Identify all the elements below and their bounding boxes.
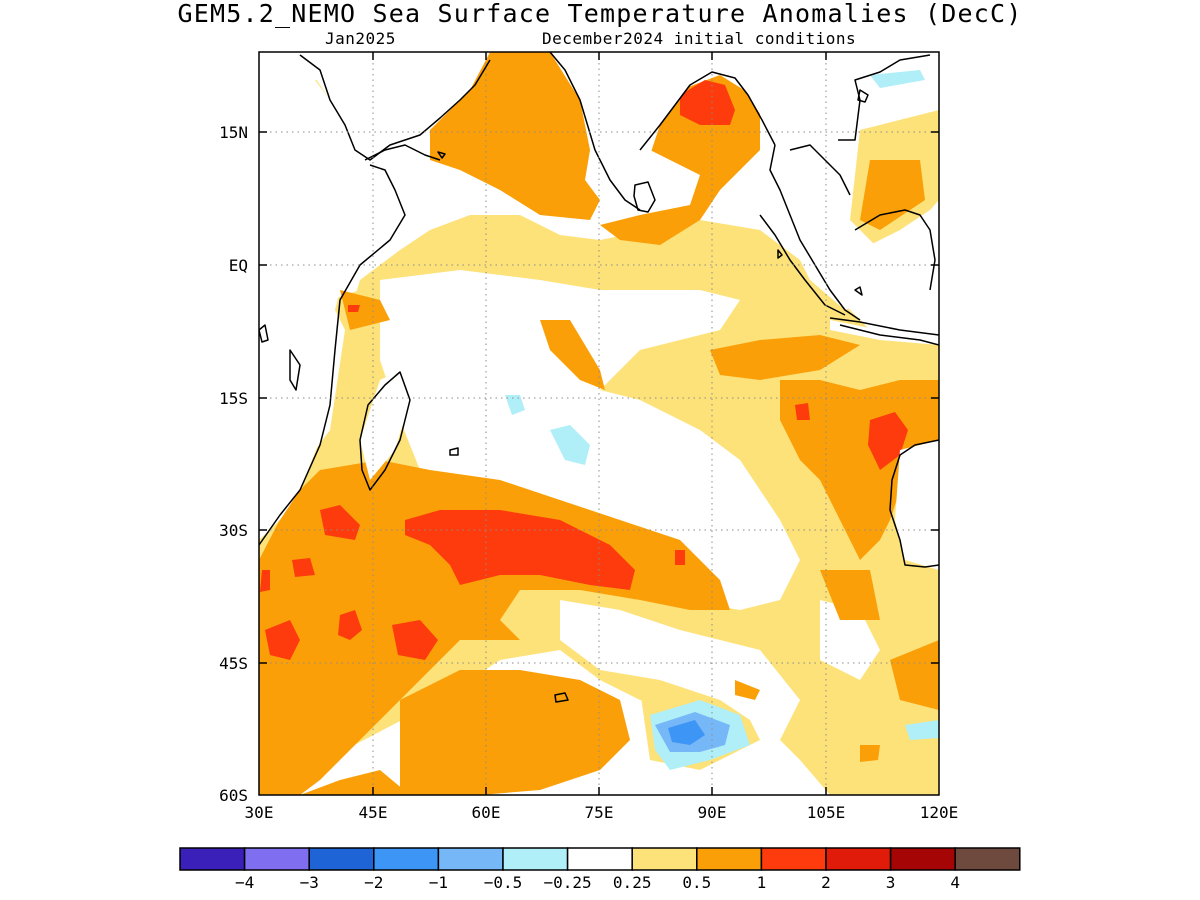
color-label-7: 0.5	[682, 873, 711, 892]
lat-label-30s: 30S	[219, 521, 248, 540]
lon-label-90e: 90E	[698, 803, 727, 822]
lon-label-120e: 120E	[920, 803, 959, 822]
color-label-6: 0.25	[613, 873, 652, 892]
color-swatch-4	[437, 847, 504, 871]
color-label-5: −0.25	[544, 873, 592, 892]
lon-label-45e: 45E	[359, 803, 388, 822]
color-label-2: −2	[364, 873, 383, 892]
land-masses	[259, 52, 939, 570]
anomaly-band-0.5-1	[259, 52, 939, 795]
lon-tick-labels: 30E 45E 60E 75E 90E 105E 120E	[245, 803, 959, 822]
color-swatch-12	[954, 847, 1021, 871]
color-swatch-7	[631, 847, 698, 871]
anomaly-field	[259, 52, 939, 795]
anomaly-band-neg-1	[668, 720, 705, 745]
lon-label-30e: 30E	[245, 803, 274, 822]
color-swatch-6	[566, 847, 633, 871]
lat-label-60s: 60S	[219, 786, 248, 805]
color-label-8: 1	[757, 873, 767, 892]
lat-label-eq: EQ	[229, 256, 248, 275]
color-legend-labels: −4 −3 −2 −1 −0.5 −0.25 0.25 0.5 1 2 3 4	[235, 873, 960, 892]
color-swatch-11	[889, 847, 956, 871]
map-title: GEM5.2_NEMO Sea Surface Temperature Anom…	[177, 0, 1023, 28]
color-swatch-9	[760, 847, 827, 871]
lat-label-15s: 15S	[219, 389, 248, 408]
color-label-0: −4	[235, 873, 254, 892]
color-swatch-1	[243, 847, 310, 871]
initial-conditions: December2024 initial conditions	[542, 29, 857, 48]
color-legend	[179, 847, 1021, 871]
lon-label-75e: 75E	[585, 803, 614, 822]
coastlines	[259, 52, 939, 703]
color-swatch-2	[308, 847, 375, 871]
color-label-4: −0.5	[484, 873, 523, 892]
color-swatch-8	[696, 847, 763, 871]
grid-lines	[259, 52, 939, 795]
lat-label-45s: 45S	[219, 654, 248, 673]
color-label-10: 3	[886, 873, 896, 892]
axis-ticks	[259, 52, 939, 795]
color-swatch-3	[373, 847, 440, 871]
color-label-9: 2	[821, 873, 831, 892]
color-label-3: −1	[429, 873, 448, 892]
color-swatch-0	[179, 847, 246, 871]
color-label-11: 4	[950, 873, 960, 892]
color-swatch-5	[502, 847, 569, 871]
forecast-month: Jan2025	[325, 29, 396, 48]
color-label-1: −3	[300, 873, 319, 892]
lat-label-15n: 15N	[219, 123, 248, 142]
lon-label-60e: 60E	[472, 803, 501, 822]
lon-label-105e: 105E	[807, 803, 846, 822]
lat-tick-labels: 15N EQ 15S 30S 45S 60S	[219, 123, 248, 805]
color-swatch-10	[825, 847, 892, 871]
